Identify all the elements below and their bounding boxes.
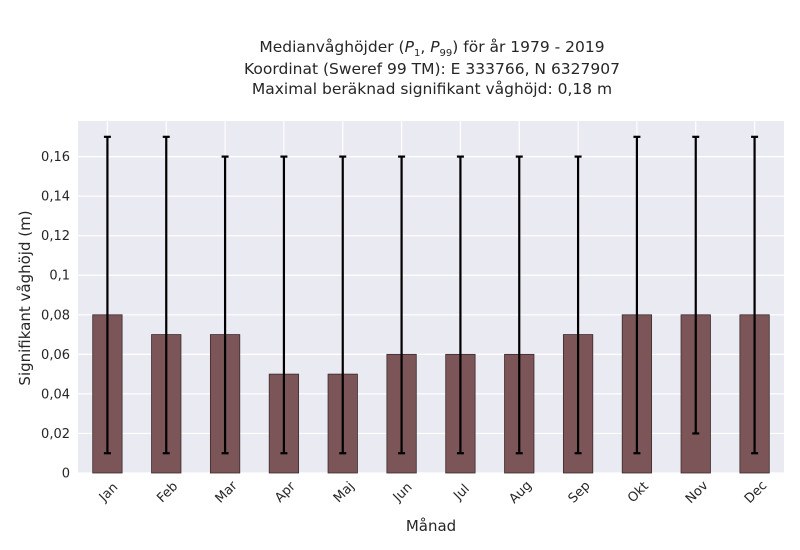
- x-tick-label: Apr: [272, 479, 299, 506]
- y-tick-label: 0,02: [41, 427, 70, 442]
- error-bar-mar: [221, 155, 229, 455]
- error-bars: [103, 135, 759, 455]
- y-tick-label: 0,06: [41, 348, 70, 363]
- y-tick-label: 0,12: [41, 229, 70, 244]
- x-tick-label: Jun: [390, 480, 416, 506]
- error-bar-jul: [456, 155, 464, 455]
- y-tick-label: 0,1: [49, 269, 70, 284]
- error-bar-jan: [103, 135, 111, 455]
- title-line-1: Medianvåghöjder (P1, P99) för år 1979 - …: [259, 38, 604, 59]
- y-tick-label: 0: [62, 467, 70, 482]
- error-bar-okt: [633, 135, 641, 455]
- error-bar-feb: [162, 135, 170, 455]
- x-tick-label: Jul: [450, 482, 472, 504]
- title-line-3: Maximal beräknad signifikant våghöjd: 0,…: [252, 80, 612, 98]
- x-tick-label: Jan: [96, 480, 121, 505]
- error-bar-apr: [280, 155, 288, 455]
- title-line-2: Koordinat (Sweref 99 TM): E 333766, N 63…: [244, 60, 620, 78]
- y-axis-label: Signifikant våghöjd (m): [16, 210, 34, 385]
- x-tick-label: Aug: [506, 478, 535, 507]
- error-bar-dec: [751, 135, 759, 455]
- y-tick-label: 0,04: [41, 387, 70, 402]
- x-tick-label: Okt: [625, 479, 652, 506]
- error-bar-sep: [574, 155, 582, 455]
- error-bar-jun: [398, 155, 406, 455]
- x-axis-label: Månad: [406, 517, 456, 535]
- x-tick-label: Feb: [154, 479, 181, 506]
- error-bar-aug: [515, 155, 523, 455]
- error-bar-maj: [339, 155, 347, 455]
- y-tick-label: 0,14: [41, 190, 70, 205]
- x-tick-label: Maj: [331, 479, 358, 506]
- x-axis-ticks: Jan Feb Mar Apr Maj Jun Jul Aug Sep Okt Nov Dec: [96, 478, 770, 507]
- x-tick-label: Mar: [213, 478, 241, 506]
- x-tick-label: Dec: [742, 478, 770, 506]
- chart-title: Medianvåghöjder (P1, P99) för år 1979 - …: [244, 38, 620, 98]
- x-tick-label: Sep: [566, 479, 594, 507]
- y-tick-label: 0,08: [41, 308, 70, 323]
- plot-area: [78, 121, 784, 473]
- error-bar-nov: [692, 135, 700, 435]
- y-axis-ticks: 0 0,02 0,04 0,06 0,08 0,1 0,12 0,14 0,16: [41, 150, 70, 481]
- y-tick-label: 0,16: [41, 150, 70, 165]
- x-tick-label: Nov: [683, 478, 712, 507]
